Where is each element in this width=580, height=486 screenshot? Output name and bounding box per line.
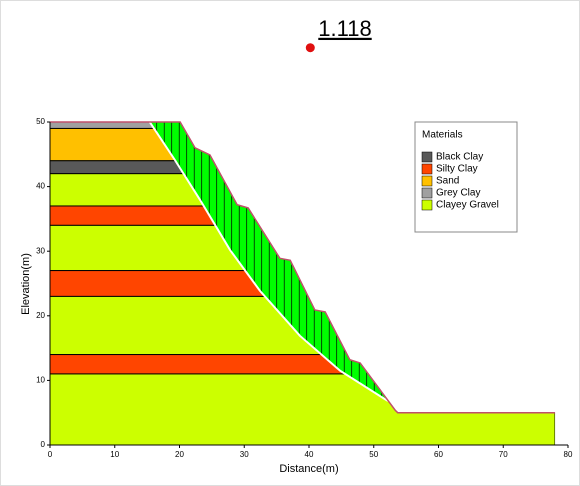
x-tick-label: 40	[305, 450, 314, 459]
x-tick-label: 60	[434, 450, 443, 459]
legend-swatch	[422, 200, 432, 210]
legend-label: Sand	[436, 176, 459, 187]
x-tick-label: 0	[48, 450, 53, 459]
y-tick-label: 50	[36, 117, 45, 126]
chart: 0 10 20 30 40 50 60 70 80 0 10 20 30 40 50 1.118 Dista…	[0, 0, 580, 486]
legend-swatch	[422, 188, 432, 198]
legend-label: Black Clay	[436, 152, 483, 163]
legend-swatch	[422, 164, 432, 174]
y-tick-label: 0	[41, 440, 46, 449]
legend-title: Materials	[422, 130, 463, 141]
x-tick-label: 30	[240, 450, 249, 459]
y-tick-label: 30	[36, 246, 45, 255]
slip-center	[306, 43, 315, 52]
page: 0 10 20 30 40 50 60 70 80 0 10 20 30 40 50 1.118 Dista…	[0, 0, 580, 486]
x-tick-label: 50	[369, 450, 378, 459]
x-tick-label: 10	[110, 450, 119, 459]
legend-swatch	[422, 176, 432, 186]
factor-of-safety: 1.118	[318, 16, 371, 41]
y-tick-label: 20	[36, 311, 45, 320]
x-tick-label: 20	[175, 450, 184, 459]
legend-label: Silty Clay	[436, 164, 478, 175]
y-axis-label: Elevation(m)	[20, 253, 32, 315]
legend-label: Grey Clay	[436, 188, 480, 199]
legend-label: Clayey Gravel	[436, 200, 499, 211]
legend-swatch	[422, 152, 432, 162]
y-tick-label: 40	[36, 182, 45, 191]
x-tick-label: 70	[499, 450, 508, 459]
y-tick-label: 10	[36, 376, 45, 385]
x-axis-label: Distance(m)	[279, 463, 338, 475]
x-tick-label: 80	[564, 450, 573, 459]
